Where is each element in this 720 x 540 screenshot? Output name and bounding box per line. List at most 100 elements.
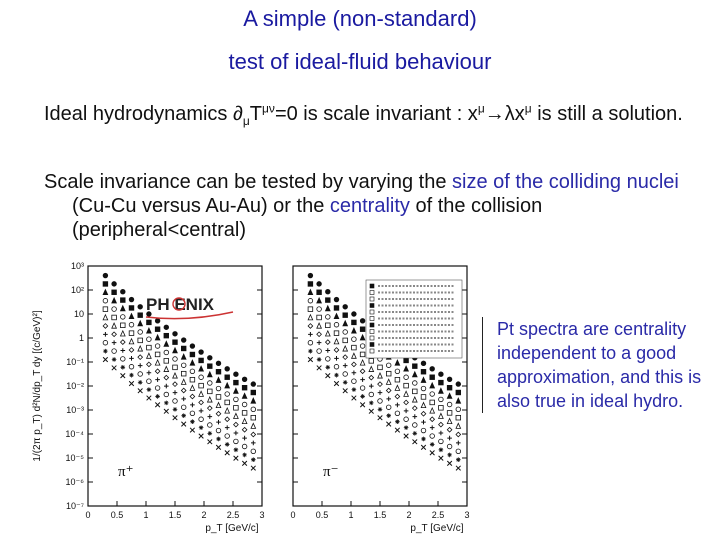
data-point (325, 364, 331, 370)
data-point (394, 376, 401, 383)
data-point (215, 444, 222, 450)
data-point (333, 330, 340, 336)
data-point (129, 356, 134, 361)
data-point (206, 370, 213, 378)
data-point (446, 410, 453, 416)
data-point (403, 365, 410, 372)
data-point (360, 394, 365, 399)
data-point (128, 337, 135, 345)
data-point (181, 421, 187, 427)
data-point (324, 304, 331, 312)
data-point (420, 427, 427, 434)
data-point (250, 448, 256, 454)
data-point (403, 399, 409, 406)
data-point (207, 363, 213, 369)
data-point (146, 387, 152, 392)
data-point (198, 390, 205, 397)
data-point (316, 314, 322, 321)
data-point (429, 391, 435, 397)
data-point (377, 372, 383, 379)
data-point (120, 373, 126, 379)
data-point (446, 376, 453, 383)
para1-text-c: =0 is scale invariant : x (274, 103, 478, 125)
para1-text-d: →λx (484, 103, 525, 125)
data-point (307, 298, 314, 304)
data-point (429, 450, 435, 456)
data-point (316, 296, 323, 304)
data-point (137, 345, 144, 352)
data-point (307, 306, 314, 312)
data-point (351, 370, 357, 376)
data-point (233, 371, 239, 377)
data-point (242, 435, 247, 441)
data-point (233, 421, 239, 428)
data-point (180, 353, 187, 360)
data-point (198, 357, 204, 364)
data-point (446, 426, 453, 433)
data-point (429, 381, 436, 389)
data-point (215, 410, 222, 417)
data-point (316, 281, 322, 287)
data-point (342, 345, 349, 352)
data-point (429, 425, 435, 430)
y-tick-label: 10⁻¹ (66, 357, 84, 367)
data-point (172, 415, 178, 421)
data-point (447, 435, 452, 441)
data-point (128, 305, 135, 311)
data-point (198, 425, 204, 430)
data-point (351, 319, 357, 326)
data-point (172, 346, 178, 354)
data-point (241, 443, 248, 450)
para2-highlight-size: size of the colliding nuclei (452, 171, 679, 193)
data-point (359, 359, 366, 366)
data-point (241, 426, 248, 433)
data-point (146, 378, 152, 384)
data-point (206, 396, 213, 403)
data-point (215, 385, 222, 392)
para1-text-a: Ideal hydrodynamics ∂ (44, 103, 243, 125)
data-point (368, 408, 374, 414)
data-point (386, 413, 391, 418)
data-point (224, 391, 230, 397)
data-point (111, 365, 117, 371)
data-point (154, 359, 161, 366)
data-point (120, 348, 126, 353)
y-tick-label: 10⁻⁷ (66, 501, 84, 511)
data-point (455, 389, 461, 396)
data-point (333, 347, 340, 353)
data-point (446, 385, 453, 391)
para1-sub-mu: μ (242, 114, 250, 128)
data-point (102, 340, 109, 346)
data-point (403, 408, 409, 414)
data-point (241, 385, 248, 391)
data-point (368, 358, 374, 364)
data-point (128, 380, 135, 387)
side-note: Pt spectra are centrality independent to… (482, 317, 720, 413)
data-point (385, 370, 392, 377)
data-point (316, 340, 322, 345)
data-point (181, 413, 186, 418)
data-point (163, 349, 169, 356)
data-point (137, 388, 143, 394)
data-point (120, 297, 126, 303)
data-point (429, 399, 435, 406)
data-point (359, 351, 366, 358)
data-point (368, 391, 374, 398)
data-point (137, 319, 144, 327)
data-point (233, 379, 239, 386)
data-point (377, 398, 383, 404)
data-point (102, 281, 109, 287)
legend-symbol (369, 296, 375, 302)
data-point (307, 340, 314, 346)
data-point (455, 406, 461, 412)
phenix-flame-icon (172, 297, 186, 311)
data-point (180, 337, 187, 343)
data-point (146, 361, 152, 368)
data-point (316, 306, 322, 312)
data-point (102, 306, 109, 312)
data-point (172, 339, 178, 345)
data-point (316, 322, 323, 329)
data-point (163, 358, 169, 364)
data-point (368, 374, 375, 381)
particle-label: π⁺ (118, 464, 134, 480)
